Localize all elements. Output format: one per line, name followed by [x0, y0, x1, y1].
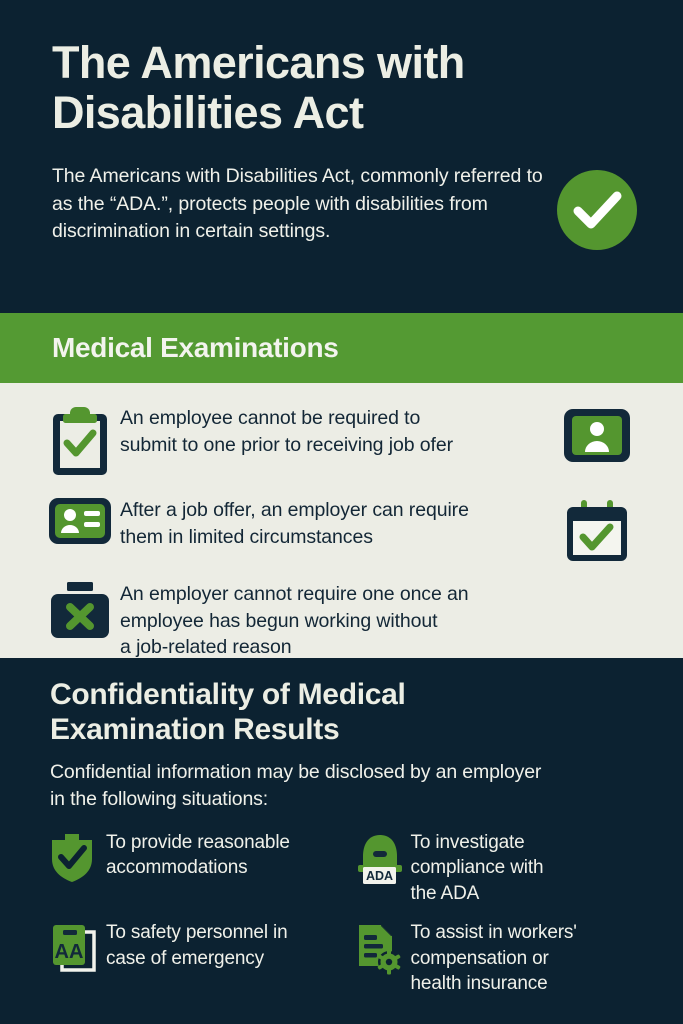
list-item-text: To investigate compliance with the ADA — [410, 832, 544, 904]
id-card-icon — [40, 493, 120, 545]
list-item: ADA To investigate compliance with the A… — [349, 830, 648, 906]
id-badge-portrait-icon — [551, 401, 643, 464]
disclosure-situations-grid: To provide reasonable accommodations ADA… — [50, 830, 647, 1011]
list-item: To provide reasonable accommodations — [50, 830, 349, 906]
list-item: To assist in workers' compensation or he… — [349, 920, 648, 996]
panel-row: An employee cannot be required to submit… — [40, 401, 643, 479]
panel-row-text: After a job offer, an employer can requi… — [120, 499, 469, 548]
panel-row-text: An employer cannot require one once an e… — [120, 583, 469, 659]
list-item-text: To safety personnel in case of emergency — [106, 922, 288, 969]
medical-examinations-panel: An employee cannot be required to submit… — [0, 383, 683, 658]
section-title-confidentiality: Confidentiality of Medical Examination R… — [50, 678, 406, 746]
panel-row: An employer cannot require one once an e… — [40, 577, 643, 661]
hero-section: The Americans with Disabilities Act The … — [0, 0, 683, 313]
list-item-text: To assist in workers' compensation or he… — [410, 922, 577, 995]
page-title: The Americans with Disabilities Act — [52, 37, 465, 138]
panel-row: After a job offer, an employer can requi… — [40, 493, 643, 563]
hero-body-row: The Americans with Disabilities Act, com… — [52, 163, 639, 256]
panel-row-right-icon-empty — [551, 577, 643, 583]
accessibility-sign-label: AA — [55, 941, 84, 963]
document-gear-icon — [355, 920, 411, 976]
confidentiality-description: Confidential information may be disclose… — [50, 761, 542, 810]
shield-check-icon — [50, 830, 106, 883]
confidentiality-section: Confidentiality of Medical Examination R… — [0, 658, 683, 1024]
list-item-text: To provide reasonable accommodations — [106, 832, 290, 879]
section-header-medical-examinations: Medical Examinations — [0, 313, 683, 383]
accessibility-sign-icon: AA — [50, 920, 106, 974]
medical-bag-x-icon — [40, 577, 120, 641]
ada-hardhat-icon: ADA — [355, 830, 411, 886]
panel-row-text: An employee cannot be required to submit… — [120, 407, 453, 456]
clipboard-check-icon — [40, 401, 120, 479]
calendar-check-icon — [551, 493, 643, 563]
check-circle-icon — [556, 169, 638, 256]
ada-hardhat-label: ADA — [365, 869, 392, 883]
hero-description: The Americans with Disabilities Act, com… — [52, 165, 543, 243]
band-title: Medical Examinations — [52, 332, 339, 363]
list-item: AA To safety personnel in case of emerge… — [50, 920, 349, 996]
